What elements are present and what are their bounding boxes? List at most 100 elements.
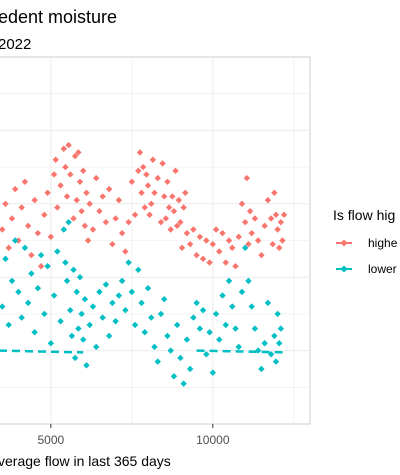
data-point <box>209 369 217 376</box>
data-point <box>80 167 87 174</box>
data-point <box>193 299 200 307</box>
data-point <box>47 233 55 241</box>
data-point <box>173 321 181 329</box>
data-point <box>2 255 9 263</box>
data-point <box>92 174 100 182</box>
data-point <box>128 288 136 296</box>
data-point <box>50 292 58 299</box>
data-point <box>112 215 119 222</box>
data-point <box>206 329 213 336</box>
data-point <box>242 218 249 226</box>
data-point <box>177 218 184 226</box>
data-point <box>264 196 272 204</box>
data-point <box>67 307 74 314</box>
data-point <box>193 251 200 259</box>
data-point <box>183 229 191 237</box>
data-point <box>219 229 226 237</box>
data-point <box>232 325 239 332</box>
data-point <box>15 288 22 296</box>
data-point <box>246 207 254 215</box>
data-point <box>148 314 155 321</box>
data-point <box>148 200 155 207</box>
data-point <box>81 296 89 303</box>
data-point <box>34 229 42 237</box>
data-point <box>186 240 194 248</box>
data-point <box>173 222 181 230</box>
legend-entries: highe lower <box>336 236 398 276</box>
x-tick-label: 5000 <box>37 433 64 447</box>
data-point <box>203 351 210 358</box>
data-point <box>68 332 76 340</box>
data-point <box>144 182 152 189</box>
data-point <box>99 193 106 200</box>
data-point <box>81 222 89 230</box>
data-point <box>144 285 152 292</box>
data-point <box>76 178 84 185</box>
data-point <box>167 347 174 354</box>
data-point <box>62 163 69 171</box>
data-point <box>159 160 166 167</box>
data-point <box>243 174 251 182</box>
data-point <box>135 167 142 174</box>
data-point <box>37 262 45 270</box>
data-point <box>5 321 12 329</box>
data-point <box>83 189 90 196</box>
plot-panel <box>0 56 311 425</box>
data-point <box>47 340 55 347</box>
data-point <box>21 178 29 185</box>
data-point <box>115 196 123 204</box>
data-point <box>216 248 223 255</box>
data-point <box>52 156 59 163</box>
data-point <box>254 237 262 244</box>
data-point <box>44 189 51 196</box>
data-point <box>92 343 100 351</box>
data-point <box>8 277 16 285</box>
chart-subtitle: 2022 <box>0 36 31 53</box>
data-point <box>178 244 186 252</box>
data-point <box>212 226 220 233</box>
data-point <box>229 303 236 310</box>
data-point <box>65 141 72 149</box>
data-point <box>128 178 136 185</box>
series-layer <box>0 141 288 387</box>
data-point <box>54 248 61 255</box>
data-point <box>161 193 168 200</box>
legend-label: lower <box>368 262 397 276</box>
data-point <box>199 255 207 263</box>
data-point <box>216 336 223 343</box>
data-point <box>280 211 288 219</box>
data-point <box>235 233 242 241</box>
data-point <box>276 244 283 252</box>
data-point <box>115 292 123 299</box>
data-point <box>96 207 103 215</box>
chart-title: edent moisture <box>0 7 117 27</box>
x-tick-label: 10000 <box>196 433 230 447</box>
data-point <box>76 274 84 281</box>
data-point <box>138 189 145 196</box>
data-point <box>99 314 106 321</box>
data-point <box>138 299 145 307</box>
data-point <box>71 152 79 160</box>
data-point <box>172 167 179 174</box>
data-point <box>183 336 191 343</box>
x-axis-title: verage flow in last 365 days <box>0 453 171 469</box>
data-point <box>31 196 38 204</box>
reference-lines <box>0 349 288 354</box>
data-point <box>274 310 281 318</box>
data-point <box>141 329 148 336</box>
data-point <box>34 285 42 292</box>
data-point <box>44 262 51 270</box>
data-point <box>154 358 161 365</box>
data-point <box>203 237 210 244</box>
legend-title: Is flow hig <box>333 207 395 223</box>
data-point <box>73 288 80 296</box>
data-point <box>248 303 255 310</box>
data-point <box>277 218 285 226</box>
data-point <box>225 237 233 244</box>
data-point <box>86 321 93 329</box>
data-point <box>28 251 35 259</box>
data-point <box>65 218 72 226</box>
data-point <box>109 299 116 307</box>
data-point <box>196 233 204 241</box>
data-point <box>11 185 19 193</box>
